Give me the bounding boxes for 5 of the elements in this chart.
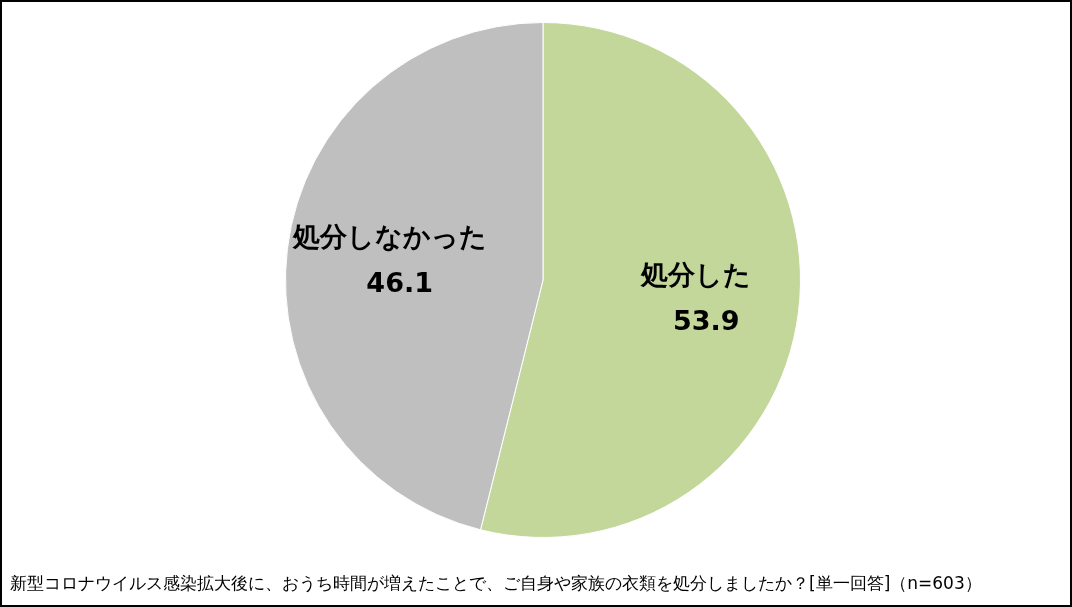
data-label: 46.1 <box>366 267 433 299</box>
text: 新型コロナウイルス感染拡大後に、おうち時間が増えたことで、ご自身や家族の衣類を処分しましたか？[単一回答]（n=603） <box>10 572 982 595</box>
slice-label: 処分しなかった <box>291 221 487 253</box>
data-label: 53.9 <box>673 304 740 336</box>
slice-label: 処分した <box>640 258 752 290</box>
